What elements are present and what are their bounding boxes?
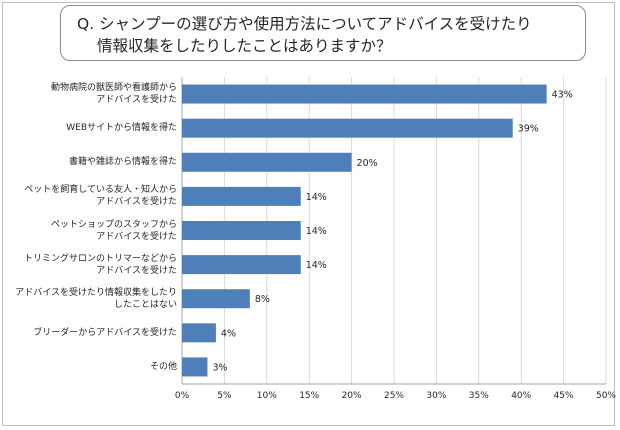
bar bbox=[182, 84, 547, 104]
chart-frame bbox=[2, 2, 615, 426]
category-label-line: アドバイスを受けた bbox=[96, 197, 177, 208]
category-label-line: アドバイスを受けたり情報収集をしたり bbox=[15, 287, 177, 298]
bar-value-label: 3% bbox=[212, 362, 227, 373]
category-label: ペットを飼育している友人・知人から アドバイスを受けた bbox=[24, 184, 177, 208]
category-label-line: したことはない bbox=[113, 299, 177, 310]
bar bbox=[182, 255, 301, 275]
question-line-1: Q. シャンプーの選び方や使用方法についてアドバイスを受けたり bbox=[77, 15, 532, 33]
bar bbox=[182, 289, 250, 309]
x-tick-label: 20% bbox=[342, 391, 362, 401]
bar-value-label: 14% bbox=[306, 226, 327, 237]
category-label-line: WEBサイトから情報を得た bbox=[66, 123, 177, 134]
bar bbox=[182, 152, 352, 172]
bar bbox=[182, 357, 208, 377]
category-label: その他 bbox=[150, 361, 177, 373]
category-label-line: ペットショップのスタッフから bbox=[50, 219, 177, 230]
question-line-2: 情報収集をしたりしたことはありますか？ bbox=[97, 37, 392, 55]
category-label-line: アドバイスを受けた bbox=[96, 231, 177, 242]
bar-value-label: 14% bbox=[306, 192, 327, 203]
category-label: WEBサイトから情報を得た bbox=[66, 122, 177, 134]
category-label: ペットショップのスタッフから アドバイスを受けた bbox=[51, 219, 177, 243]
category-label: トリミングサロンのトリマーなどから アドバイスを受けた bbox=[24, 253, 177, 277]
category-label-line: 書籍や雑誌から情報を得た bbox=[68, 157, 177, 168]
category-label-line: アドバイスを受けた bbox=[96, 95, 177, 106]
bar-value-label: 4% bbox=[221, 328, 236, 339]
bar-value-label: 8% bbox=[255, 294, 270, 305]
bar-value-label: 43% bbox=[552, 90, 573, 101]
bar bbox=[182, 221, 301, 240]
x-tick-label: 15% bbox=[299, 391, 319, 401]
bar bbox=[182, 118, 513, 138]
category-label-line: 動物病院の獣医師や看護師から bbox=[50, 83, 177, 94]
bar bbox=[182, 323, 216, 343]
category-label-line: ブリーダーからアドバイスを受けた bbox=[33, 327, 177, 338]
category-label: 動物病院の獣医師や看護師から アドバイスを受けた bbox=[51, 82, 177, 106]
x-tick-label: 30% bbox=[426, 391, 446, 401]
bar-value-label: 20% bbox=[357, 158, 378, 169]
category-label-line: ペットを飼育している友人・知人から bbox=[24, 185, 177, 196]
bar-value-label: 14% bbox=[306, 260, 327, 271]
bar bbox=[182, 186, 301, 206]
x-tick-label: 5% bbox=[217, 391, 232, 401]
x-tick-label: 40% bbox=[511, 391, 531, 401]
category-label-line: その他 bbox=[149, 361, 177, 372]
question-box: Q. シャンプーの選び方や使用方法についてアドバイスを受けたり 情報収集をしたり… bbox=[60, 5, 586, 61]
x-tick-label: 35% bbox=[469, 391, 489, 401]
x-tick-label: 0% bbox=[175, 391, 190, 401]
x-tick-label: 25% bbox=[384, 391, 404, 401]
x-tick-label: 45% bbox=[554, 391, 574, 401]
x-tick-label: 50% bbox=[596, 391, 616, 401]
category-label-line: トリミングサロンのトリマーなどから bbox=[23, 253, 177, 264]
bar-value-label: 39% bbox=[518, 124, 539, 135]
category-label: アドバイスを受けたり情報収集をしたり したことはない bbox=[15, 287, 177, 311]
category-label: 書籍や雑誌から情報を得た bbox=[69, 156, 177, 168]
category-label-line: アドバイスを受けた bbox=[96, 265, 177, 276]
x-tick-label: 10% bbox=[257, 391, 277, 401]
category-label: ブリーダーからアドバイスを受けた bbox=[33, 327, 177, 339]
